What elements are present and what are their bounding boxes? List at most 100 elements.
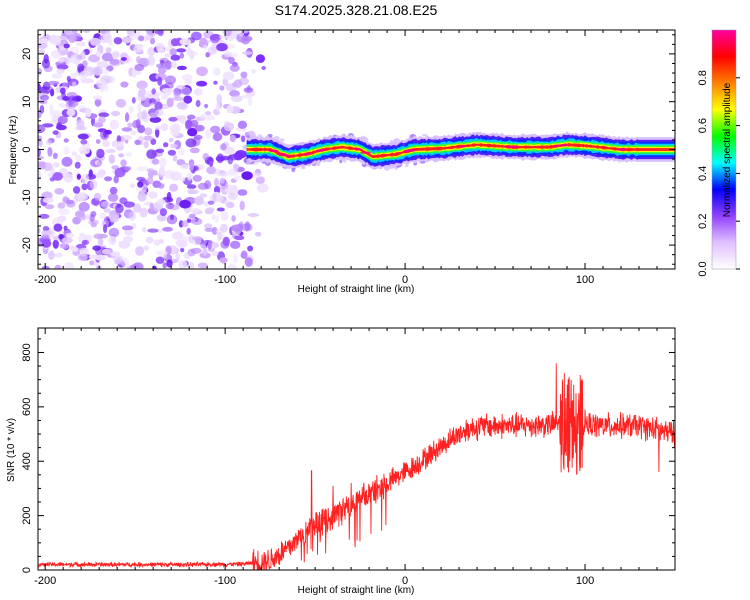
spectrogram-noise-cell bbox=[220, 143, 227, 151]
spectrogram-noise-cell bbox=[168, 116, 178, 122]
spectrogram-noise-cell bbox=[161, 94, 169, 100]
spectrogram-noise-cell bbox=[214, 177, 219, 187]
spectrogram-noise-cell bbox=[170, 129, 180, 137]
spectrogram-noise-cell bbox=[188, 188, 194, 193]
spectrogram-noise-cell bbox=[50, 88, 55, 97]
spectrogram-noise-cell bbox=[100, 201, 111, 208]
chart-title: S174.2025.328.21.08.E25 bbox=[275, 2, 438, 18]
spectrogram-noise-cell bbox=[143, 140, 149, 149]
spectrogram-noise-cell bbox=[89, 179, 98, 190]
spectrogram-noise-cell bbox=[207, 200, 215, 205]
spectrogram-noise-cell bbox=[179, 38, 192, 46]
spectrogram-noise-cell bbox=[134, 70, 142, 75]
spectrogram-noise-cell bbox=[96, 61, 109, 69]
spectrogram-noise-cell bbox=[41, 239, 52, 248]
spectrogram-noise-cell bbox=[255, 54, 265, 63]
spectrogram-noise-cell bbox=[146, 176, 154, 185]
spectrogram-noise-cell bbox=[102, 33, 112, 41]
spectrogram-noise-cell bbox=[139, 207, 148, 218]
spectrogram-noise-cell bbox=[225, 30, 232, 37]
spectrogram-noise-cell bbox=[235, 149, 247, 159]
spectrogram-noise-cell bbox=[92, 245, 102, 251]
spectrogram-noise-cell bbox=[68, 34, 77, 43]
spectrogram-noise-cell bbox=[85, 108, 92, 118]
spectrogram-noise-cell bbox=[209, 160, 214, 168]
spectrogram-noise-cell bbox=[129, 33, 139, 41]
spectrogram-noise-cell bbox=[237, 189, 248, 196]
spectrogram-noise-cell bbox=[185, 138, 197, 148]
spectrogram-noise-cell bbox=[204, 111, 212, 116]
spectrogram-noise-cell bbox=[98, 116, 106, 124]
spectrogram-noise-cell bbox=[166, 191, 172, 202]
spectrogram-noise-cell bbox=[251, 172, 262, 179]
spectrogram-noise-cell bbox=[152, 170, 158, 176]
spectrogram-noise-cell bbox=[80, 139, 88, 145]
spectrogram-noise-cell bbox=[59, 87, 66, 95]
spectrogram-noise-cell bbox=[143, 245, 150, 251]
spectrogram-noise-cell bbox=[179, 177, 186, 182]
spectrogram-noise-cell bbox=[136, 166, 149, 172]
spectrogram-noise-cell bbox=[240, 135, 246, 143]
spectrogram-noise-cell bbox=[240, 250, 248, 259]
spectrogram-noise-cell bbox=[122, 235, 134, 243]
spectrogram-noise-cell bbox=[200, 114, 206, 122]
spectrogram-noise-cell bbox=[63, 43, 70, 49]
spectrogram-noise-cell bbox=[244, 257, 253, 267]
spectrogram-noise-cell bbox=[125, 152, 133, 157]
spectrogram-noise-cell bbox=[93, 122, 104, 128]
spectrogram-noise-cell bbox=[93, 192, 102, 201]
spectrogram-noise-cell bbox=[108, 227, 120, 238]
spectrogram-noise-cell bbox=[179, 199, 191, 209]
spectrogram-y-tick-label: 0 bbox=[21, 146, 33, 152]
spectrogram-noise-cell bbox=[186, 184, 197, 190]
spectrogram-noise-cell bbox=[41, 265, 50, 269]
spectrogram-noise-cell bbox=[61, 237, 73, 244]
spectrogram-x-tick-label: -200 bbox=[34, 274, 56, 286]
spectrogram-noise-cell bbox=[46, 139, 52, 146]
spectrogram-noise-cell bbox=[243, 87, 254, 93]
spectrogram-noise-cell bbox=[149, 98, 156, 105]
spectrogram-noise-cell bbox=[186, 172, 193, 181]
spectrogram-ridge-peak bbox=[354, 148, 362, 151]
snr-y-ticks: 0 200 400 600 800 bbox=[21, 338, 675, 573]
spectrogram-noise-cell bbox=[194, 196, 205, 206]
spectrogram-noise-cell bbox=[180, 86, 192, 96]
spectrogram-ridge-speckle bbox=[245, 161, 251, 165]
spectrogram-noise-cell bbox=[53, 223, 63, 232]
spectrogram-noise-cell bbox=[113, 175, 119, 184]
spectrogram-noise-cell bbox=[190, 247, 202, 254]
snr-x-ticks: -200 -100 0 100 bbox=[34, 328, 676, 587]
spectrogram-noise-cell bbox=[40, 38, 49, 45]
spectrogram-noise-cell bbox=[38, 170, 42, 181]
spectrogram-noise-cell bbox=[78, 37, 83, 42]
snr-series-line bbox=[38, 363, 675, 570]
spectrogram-ridge-peak bbox=[302, 152, 313, 155]
spectrogram-noise-cell bbox=[155, 256, 165, 264]
spectrogram-noise-cell bbox=[211, 250, 219, 257]
spectrogram-noise-cell bbox=[108, 154, 116, 164]
spectrogram-ridge-peak bbox=[315, 149, 325, 152]
spectrogram-noise-cell bbox=[231, 184, 238, 194]
spectrogram-noise-cell bbox=[202, 152, 209, 161]
spectrogram-noise-cell bbox=[144, 127, 153, 136]
spectrogram-noise-cell bbox=[180, 163, 190, 170]
spectrogram-noise-cell bbox=[57, 115, 68, 125]
spectrogram-noise-cell bbox=[169, 143, 178, 149]
spectrogram-noise-cell bbox=[79, 149, 88, 154]
colorbar-tick-label: 0.6 bbox=[697, 118, 709, 133]
spectrogram-noise-cell bbox=[219, 85, 225, 91]
spectrogram-x-axis-label: Height of straight line (km) bbox=[298, 284, 415, 295]
snr-panel: -200 -100 0 100 0 200 400 600 800 Height of str… bbox=[6, 327, 676, 596]
spectrogram-noise-cell bbox=[214, 214, 219, 223]
spectrogram-noise-cell bbox=[187, 128, 198, 137]
spectrogram-noise-cell bbox=[150, 138, 157, 145]
spectrogram-noise-cell bbox=[199, 193, 208, 198]
spectrogram-noise-cell bbox=[227, 263, 237, 269]
spectrogram-noise-cell bbox=[226, 105, 234, 113]
spectrogram-noise-cell bbox=[137, 192, 147, 202]
spectrogram-noise-cell bbox=[211, 214, 216, 220]
spectrogram-noise-cell bbox=[114, 167, 126, 178]
spectrogram-noise-cell bbox=[137, 102, 142, 113]
spectrogram-noise-cell bbox=[64, 30, 73, 36]
